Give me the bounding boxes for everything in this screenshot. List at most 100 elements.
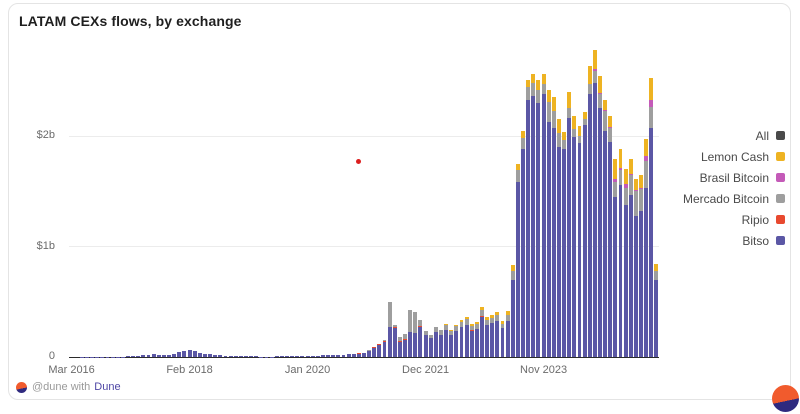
bar[interactable] xyxy=(223,355,228,357)
bar[interactable] xyxy=(408,309,413,357)
bar[interactable] xyxy=(474,322,479,357)
bar[interactable] xyxy=(356,353,361,357)
dune-logo[interactable] xyxy=(772,385,799,412)
bar[interactable] xyxy=(639,174,643,357)
bar[interactable] xyxy=(521,130,525,357)
bar[interactable] xyxy=(423,331,428,357)
bar[interactable] xyxy=(515,163,520,357)
bar[interactable] xyxy=(603,99,608,357)
bar[interactable] xyxy=(587,66,592,357)
legend-item-ripio[interactable]: Ripio xyxy=(683,209,785,230)
bar[interactable] xyxy=(623,169,628,357)
bar[interactable] xyxy=(551,97,556,357)
bar[interactable] xyxy=(480,307,484,357)
bar[interactable] xyxy=(387,301,392,357)
bar[interactable] xyxy=(177,352,182,357)
bar[interactable] xyxy=(403,333,407,357)
bar[interactable] xyxy=(618,149,623,357)
bar[interactable] xyxy=(469,323,474,357)
bar[interactable] xyxy=(572,116,577,357)
bar[interactable] xyxy=(428,334,433,357)
bar[interactable] xyxy=(505,311,510,357)
bar[interactable] xyxy=(161,355,166,357)
bar[interactable] xyxy=(541,74,546,357)
bar[interactable] xyxy=(279,356,284,357)
bar[interactable] xyxy=(131,356,136,357)
bar[interactable] xyxy=(577,126,582,357)
bar[interactable] xyxy=(320,355,325,357)
bar[interactable] xyxy=(326,355,331,357)
bar[interactable] xyxy=(187,349,192,357)
bar[interactable] xyxy=(182,351,187,357)
bar[interactable] xyxy=(244,356,248,357)
bar[interactable] xyxy=(449,329,454,357)
bar[interactable] xyxy=(649,77,654,357)
bar[interactable] xyxy=(372,346,377,357)
bar[interactable] xyxy=(654,264,659,357)
bar[interactable] xyxy=(510,264,515,357)
bar[interactable] xyxy=(156,354,161,357)
bar[interactable] xyxy=(490,315,495,357)
bar[interactable] xyxy=(392,324,397,357)
bar[interactable] xyxy=(413,312,418,357)
bar[interactable] xyxy=(233,356,238,357)
bar[interactable] xyxy=(526,79,531,357)
bar[interactable] xyxy=(531,74,536,357)
bar[interactable] xyxy=(295,356,300,357)
bar[interactable] xyxy=(582,111,587,357)
bar[interactable] xyxy=(500,321,505,357)
bar[interactable] xyxy=(454,325,459,357)
bar[interactable] xyxy=(254,356,259,357)
bar[interactable] xyxy=(141,355,146,357)
bar[interactable] xyxy=(536,79,541,357)
bar[interactable] xyxy=(136,356,141,357)
legend-item-all[interactable]: All xyxy=(683,125,785,146)
dune-link[interactable]: Dune xyxy=(94,381,121,393)
bar[interactable] xyxy=(567,91,572,357)
bar[interactable] xyxy=(608,116,613,357)
bar[interactable] xyxy=(331,355,336,357)
bar[interactable] xyxy=(377,343,382,357)
bar[interactable] xyxy=(485,317,490,357)
legend-item-brasil_bitcoin[interactable]: Brasil Bitcoin xyxy=(683,167,785,188)
bar[interactable] xyxy=(341,354,346,357)
bar[interactable] xyxy=(382,340,387,357)
bar[interactable] xyxy=(218,355,223,357)
bar[interactable] xyxy=(238,356,243,357)
bar[interactable] xyxy=(438,329,443,357)
bar[interactable] xyxy=(305,356,310,357)
bar[interactable] xyxy=(228,356,233,357)
bar[interactable] xyxy=(274,356,279,357)
bar[interactable] xyxy=(459,320,464,357)
legend-item-bitso[interactable]: Bitso xyxy=(683,230,785,251)
bar[interactable] xyxy=(346,354,351,357)
legend-item-mercado_bitcoin[interactable]: Mercado Bitcoin xyxy=(683,188,785,209)
bar[interactable] xyxy=(444,323,449,357)
bar[interactable] xyxy=(285,356,289,357)
legend-item-lemon_cash[interactable]: Lemon Cash xyxy=(683,146,785,167)
bar[interactable] xyxy=(367,350,372,357)
bar[interactable] xyxy=(213,355,218,357)
bar[interactable] xyxy=(418,320,423,357)
bar[interactable] xyxy=(362,352,366,357)
bar[interactable] xyxy=(397,336,402,357)
bar[interactable] xyxy=(495,312,500,357)
bar[interactable] xyxy=(172,353,177,357)
bar[interactable] xyxy=(300,356,305,357)
bar[interactable] xyxy=(126,356,130,357)
bar[interactable] xyxy=(249,356,254,357)
bar[interactable] xyxy=(351,353,356,357)
bar[interactable] xyxy=(197,352,202,357)
bar[interactable] xyxy=(644,139,649,357)
bar[interactable] xyxy=(336,355,341,357)
bar[interactable] xyxy=(546,89,551,357)
bar[interactable] xyxy=(310,355,315,357)
bar[interactable] xyxy=(592,49,597,357)
bar[interactable] xyxy=(151,354,156,357)
bar[interactable] xyxy=(464,316,469,357)
bar[interactable] xyxy=(290,356,295,357)
bar[interactable] xyxy=(556,119,561,357)
bar[interactable] xyxy=(167,354,171,357)
bar[interactable] xyxy=(628,159,633,357)
bar[interactable] xyxy=(562,131,567,357)
